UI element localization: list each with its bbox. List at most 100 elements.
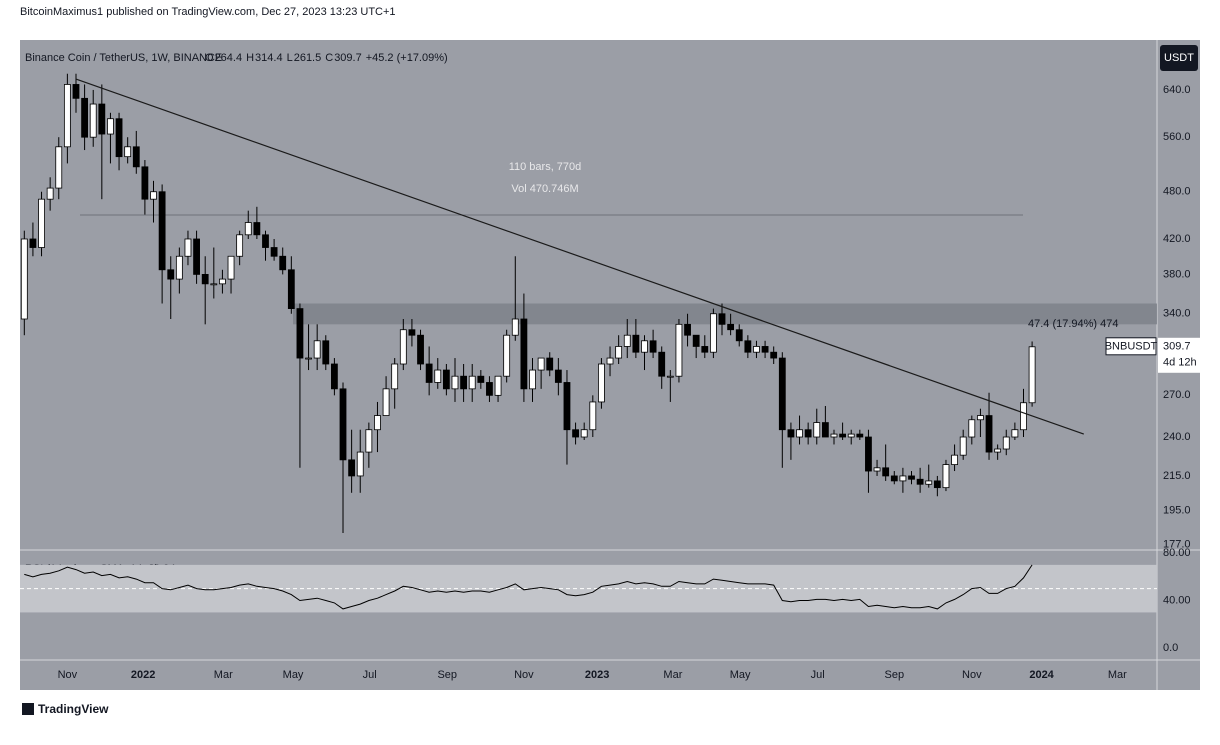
candle-body bbox=[787, 429, 795, 438]
candle-body bbox=[38, 198, 45, 248]
candle-body bbox=[46, 187, 54, 200]
candle-body bbox=[865, 436, 872, 472]
candle-body bbox=[675, 323, 683, 377]
candle-body bbox=[210, 283, 218, 286]
y-tick-label: 420.0 bbox=[1163, 233, 1191, 245]
change: +45.2 (+17.09%) bbox=[366, 52, 448, 64]
candle-body bbox=[572, 429, 579, 438]
x-tick-label: May bbox=[283, 669, 304, 681]
candle-body bbox=[1002, 436, 1010, 450]
candle-body bbox=[778, 357, 786, 431]
candle-body bbox=[847, 433, 855, 438]
candle-body bbox=[658, 351, 666, 377]
candle-body bbox=[115, 118, 123, 158]
candle-body bbox=[623, 334, 631, 347]
y-tick-label: 177.0 bbox=[1163, 539, 1191, 551]
candle-body bbox=[830, 433, 838, 438]
candle-body bbox=[201, 274, 209, 285]
candle-body bbox=[580, 429, 588, 438]
candle-body bbox=[821, 422, 829, 438]
candle-body bbox=[89, 103, 97, 138]
candle-body bbox=[761, 346, 769, 353]
ohlc-letter: O bbox=[205, 52, 214, 64]
candle-body bbox=[813, 422, 821, 438]
candle-body bbox=[408, 329, 416, 336]
candle-body bbox=[29, 238, 37, 248]
ohlc-value: 309.7 bbox=[334, 52, 362, 64]
x-tick-label: Jul bbox=[811, 669, 825, 681]
measure-text: 110 bars, 770d bbox=[509, 161, 582, 173]
candle-body bbox=[287, 269, 295, 309]
candle-body bbox=[744, 340, 752, 353]
candle-body bbox=[546, 357, 554, 371]
candle-body bbox=[529, 369, 536, 390]
candle-body bbox=[1028, 346, 1036, 404]
candle-body bbox=[55, 146, 63, 189]
candle-body bbox=[925, 480, 933, 485]
candle-body bbox=[977, 415, 984, 421]
y-tick-label: 195.0 bbox=[1163, 504, 1191, 516]
candle-body bbox=[968, 419, 976, 438]
candle-body bbox=[434, 369, 442, 383]
x-tick-label: Mar bbox=[214, 669, 233, 681]
x-tick-label: Nov bbox=[962, 669, 982, 681]
legend: Binance Coin / TetherUS, 1W, BINANCE O 26… bbox=[25, 52, 448, 64]
candle-body bbox=[692, 334, 700, 347]
ohlc-value: 261.5 bbox=[294, 52, 322, 64]
candle-body bbox=[477, 375, 485, 383]
candle-body bbox=[959, 436, 967, 456]
x-tick-label: Mar bbox=[663, 669, 682, 681]
candle-body bbox=[193, 238, 200, 275]
symbol: Binance Coin / TetherUS, 1W, BINANCE bbox=[25, 52, 222, 64]
candle-body bbox=[606, 357, 614, 365]
candle-body bbox=[735, 329, 743, 342]
currency-button[interactable] bbox=[1160, 45, 1198, 71]
candle-body bbox=[417, 334, 424, 365]
logo bbox=[22, 703, 34, 715]
candle-body bbox=[81, 97, 89, 138]
candle-body bbox=[916, 478, 924, 485]
candle-body bbox=[770, 351, 778, 359]
rsi-line bbox=[24, 564, 1033, 610]
candle-body bbox=[141, 166, 149, 200]
rsi-tick-label: 80.00 bbox=[1163, 547, 1191, 559]
candle-body bbox=[330, 363, 338, 390]
candle-body bbox=[468, 375, 476, 390]
candle-body bbox=[727, 323, 735, 331]
candle-body bbox=[873, 467, 881, 472]
candle-body bbox=[279, 255, 287, 271]
range-text: 47.4 (17.94%) 474 bbox=[1028, 318, 1119, 330]
candle-body bbox=[227, 255, 235, 280]
candle-body bbox=[391, 363, 399, 390]
candle-body bbox=[150, 191, 157, 200]
candle-body bbox=[554, 369, 562, 383]
x-tick-label: 2022 bbox=[131, 669, 155, 681]
measure-text: Vol 470.746M bbox=[511, 183, 578, 195]
candle-body bbox=[994, 448, 1002, 453]
candle-body bbox=[219, 278, 226, 285]
candle-body bbox=[132, 146, 140, 168]
candle-body bbox=[684, 323, 691, 336]
candle-body bbox=[425, 363, 433, 383]
x-tick-label: Nov bbox=[514, 669, 534, 681]
candle-body bbox=[72, 84, 80, 99]
candle-body bbox=[175, 255, 183, 280]
candle-body bbox=[322, 340, 330, 365]
ohlc-value: 264.4 bbox=[215, 52, 243, 64]
candle-body bbox=[374, 415, 381, 431]
candle-body bbox=[899, 475, 907, 482]
candle-body bbox=[589, 401, 597, 431]
candle-body bbox=[365, 429, 373, 453]
x-tick-label: Nov bbox=[58, 669, 78, 681]
candle-body bbox=[598, 363, 605, 403]
candle-body bbox=[666, 375, 674, 378]
last-price: 309.7 bbox=[1163, 341, 1191, 353]
y-tick-label: 640.0 bbox=[1163, 84, 1191, 96]
x-tick-label: 2023 bbox=[585, 669, 609, 681]
candle-body bbox=[451, 375, 459, 390]
candle-body bbox=[107, 118, 114, 135]
candle-body bbox=[951, 454, 958, 466]
y-tick-label: 270.0 bbox=[1163, 389, 1191, 401]
candle-body bbox=[503, 334, 511, 377]
y-tick-label: 340.0 bbox=[1163, 308, 1191, 320]
